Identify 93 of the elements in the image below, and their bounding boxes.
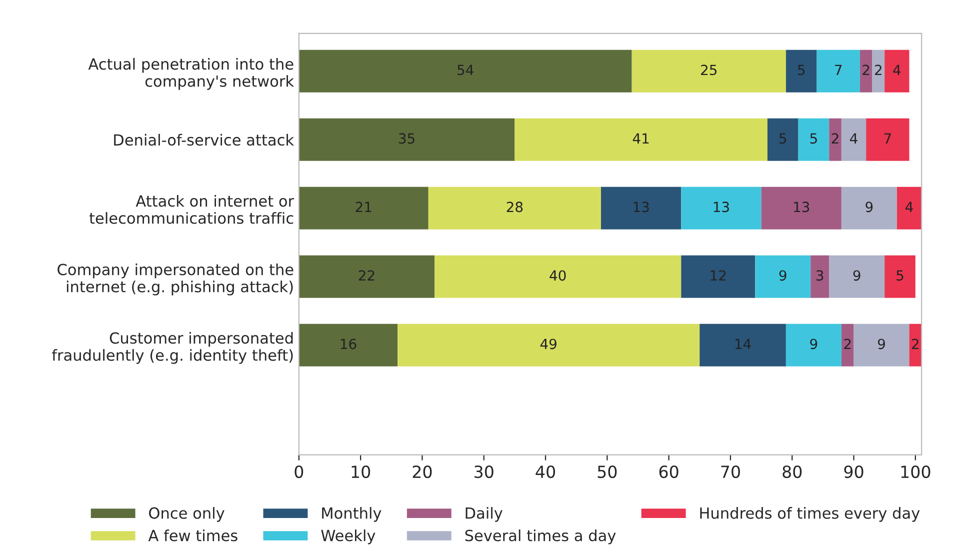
- data-label: 2: [912, 338, 918, 349]
- data-label: 41: [632, 133, 649, 144]
- data-label: 5: [780, 133, 786, 144]
- data-label: 4: [893, 64, 901, 75]
- bar: [872, 50, 885, 92]
- data-label: 5: [810, 133, 817, 144]
- y-tick-label: Customer impersonated fraudulently (e.g. identity theft): [52, 332, 293, 364]
- bar: [866, 118, 910, 161]
- data-label: 9: [878, 338, 885, 350]
- data-label: 40: [550, 270, 566, 281]
- x-tick-label: 80: [782, 465, 802, 478]
- bar: [398, 324, 700, 366]
- data-label: 5: [896, 270, 904, 281]
- data-label: 13: [714, 202, 729, 212]
- data-label: 2: [862, 64, 870, 75]
- x-tick-label: 100: [901, 465, 930, 478]
- bar: [681, 255, 756, 298]
- data-label: 9: [810, 338, 818, 350]
- legend-label: Once only: [149, 507, 224, 522]
- data-label: 35: [399, 133, 414, 144]
- x-tick-label: 10: [352, 465, 370, 478]
- data-label: 9: [866, 202, 873, 212]
- bar: [428, 186, 601, 230]
- bar: [854, 324, 910, 366]
- legend-label: Monthly: [322, 507, 382, 522]
- data-label: 2: [875, 64, 882, 75]
- data-label: 54: [458, 64, 474, 76]
- bar: [860, 50, 872, 92]
- legend-label: Daily: [466, 507, 502, 522]
- data-label: 4: [850, 133, 858, 144]
- data-label: 2: [832, 133, 838, 144]
- data-label: 3: [816, 270, 824, 281]
- data-label: 5: [798, 64, 805, 76]
- bar: [896, 186, 922, 230]
- data-label: 21: [356, 202, 372, 212]
- bar: [786, 50, 817, 92]
- bar: [755, 255, 811, 298]
- y-tick-label: Attack on internet or telecommunications traffic: [89, 194, 294, 224]
- bar: [514, 118, 768, 161]
- x-tick-label: 70: [721, 465, 740, 478]
- y-tick-label: Actual penetration into the company's network: [88, 58, 294, 90]
- data-label: 22: [358, 270, 374, 280]
- data-label: 7: [884, 133, 891, 144]
- bar: [298, 118, 515, 161]
- bar: [841, 186, 897, 230]
- data-label: 14: [735, 338, 751, 349]
- data-label: 49: [540, 338, 556, 350]
- data-label: 13: [634, 202, 649, 212]
- bar: [700, 324, 786, 366]
- bar: [298, 50, 632, 92]
- bar: [884, 255, 916, 298]
- data-label: 25: [701, 64, 717, 76]
- legend-label: Hundreds of times every day: [700, 507, 920, 522]
- x-tick-label: 50: [598, 465, 617, 478]
- data-label: 28: [506, 202, 523, 212]
- legend-label: A few times: [148, 529, 238, 542]
- x-tick-label: 90: [844, 465, 864, 478]
- bar: [786, 324, 842, 366]
- bar: [761, 186, 842, 230]
- bar: [767, 118, 798, 161]
- bar: [434, 255, 682, 298]
- data-label: 16: [340, 338, 356, 350]
- bar: [909, 324, 922, 366]
- bar: [632, 50, 786, 92]
- bar: [298, 186, 428, 230]
- x-tick-label: 30: [474, 465, 494, 478]
- legend-label: Weekly: [321, 529, 376, 544]
- legend-label: Several times a day: [465, 529, 616, 544]
- bar: [829, 118, 842, 161]
- bar: [298, 255, 435, 298]
- bar: [681, 186, 762, 230]
- y-tick-label: Denial-of-service attack: [114, 134, 294, 146]
- data-label: 7: [835, 64, 842, 75]
- bar: [829, 255, 885, 298]
- bar: [298, 324, 398, 366]
- bar: [841, 118, 866, 161]
- data-label: 12: [710, 270, 726, 280]
- y-tick-label: Company impersonated on the internet (e.g. phishing attack): [58, 263, 294, 296]
- bar: [841, 324, 854, 366]
- data-label: 13: [794, 202, 810, 212]
- x-tick-label: 40: [536, 465, 556, 478]
- bar: [798, 118, 830, 161]
- x-tick-label: 20: [412, 465, 432, 478]
- x-tick-label: 0: [294, 465, 304, 478]
- bar: [601, 186, 682, 230]
- x-tick-label: 60: [659, 465, 678, 478]
- data-label: 9: [853, 270, 860, 281]
- data-label: 2: [844, 338, 851, 349]
- bar: [810, 255, 830, 298]
- bar: [816, 50, 860, 92]
- data-label: 9: [779, 270, 786, 281]
- bar: [884, 50, 910, 92]
- data-label: 4: [906, 202, 913, 212]
